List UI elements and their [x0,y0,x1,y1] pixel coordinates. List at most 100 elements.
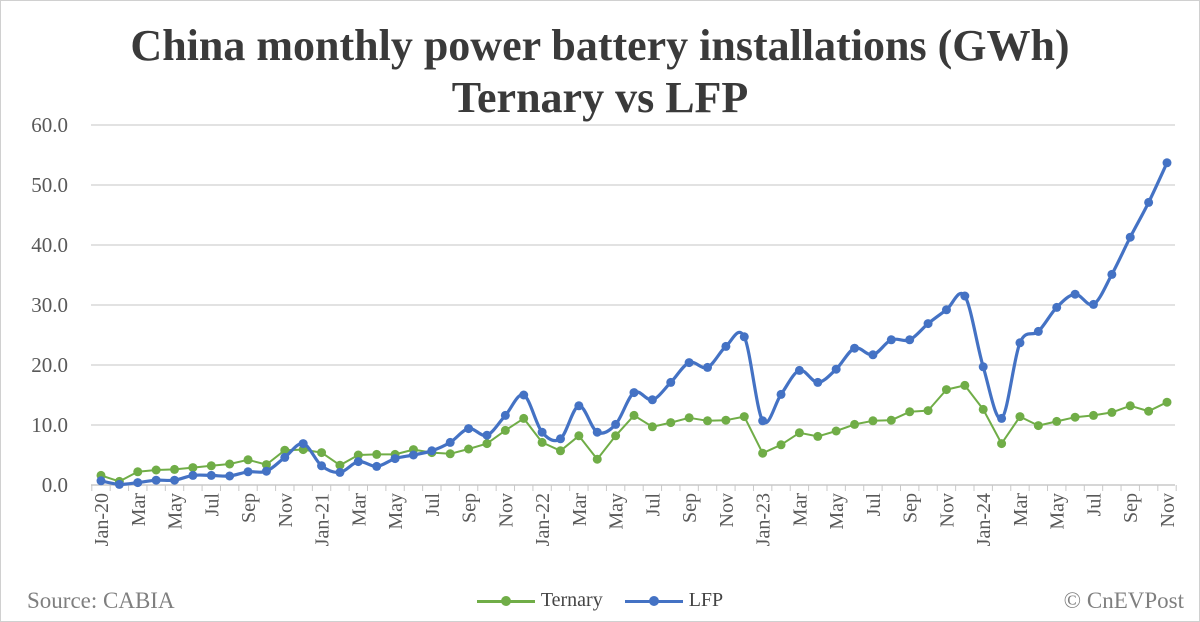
x-tick-label: May [826,493,848,530]
x-tick-label: Nov [495,493,517,527]
data-point-lfp [151,475,161,485]
data-point-ternary [280,445,290,455]
data-point-ternary [1015,412,1025,422]
data-point-lfp [519,390,529,400]
data-point-ternary [703,416,713,426]
data-point-ternary [813,431,823,441]
x-tick-label: Sep [900,493,922,523]
x-tick-label: May [165,493,187,530]
data-point-lfp [978,362,988,372]
data-point-ternary [776,440,786,450]
data-point-lfp [1088,299,1098,309]
data-point-lfp [1144,197,1154,207]
data-point-lfp [684,358,694,368]
data-point-lfp [335,467,345,477]
data-point-ternary [445,449,455,459]
x-tick-label: Nov [716,493,738,527]
data-point-lfp [997,413,1007,423]
data-point-ternary [151,465,161,475]
data-point-lfp [758,416,768,426]
y-tick-label: 10.0 [31,413,68,437]
data-point-lfp [831,364,841,374]
data-point-lfp [941,305,951,315]
data-point-lfp [868,350,878,360]
chart-title: China monthly power battery installation… [130,21,1070,70]
x-tick-label: Nov [275,493,297,527]
y-tick-label: 0.0 [42,473,68,497]
data-point-lfp [923,319,933,329]
data-point-ternary [960,380,970,390]
y-tick-label: 30.0 [31,293,68,317]
data-point-lfp [188,470,198,480]
data-point-lfp [133,478,143,488]
x-tick-label: Jul [201,493,223,517]
data-point-ternary [1070,412,1080,422]
data-point-lfp [280,452,290,462]
data-point-lfp [317,461,327,471]
data-point-lfp [813,377,823,387]
x-tick-label: Jan-23 [753,493,775,546]
x-tick-label: Mar [128,493,150,527]
data-point-ternary [647,422,657,432]
data-point-ternary [482,439,492,449]
data-point-lfp [1107,269,1117,279]
data-point-lfp [905,335,915,345]
x-tick-label: Sep [238,493,260,523]
data-point-ternary [758,448,768,458]
data-point-ternary [335,460,345,470]
data-point-lfp [96,476,106,486]
x-tick-label: May [1047,493,1069,530]
data-point-lfp [666,377,676,387]
data-point-lfp [739,332,749,342]
x-tick-label: Sep [459,493,481,523]
data-point-ternary [794,428,804,438]
data-point-lfp [353,457,363,467]
data-point-lfp [170,475,180,485]
data-point-lfp [592,427,602,437]
legend-label-lfp: LFP [688,589,724,611]
legend-item-lfp: LFP [624,589,724,612]
data-point-ternary [905,407,915,417]
data-point-ternary [684,413,694,423]
data-point-ternary [1144,406,1154,416]
data-point-ternary [1033,421,1043,431]
x-tick-label: Jul [1083,493,1105,517]
data-point-lfp [629,388,639,398]
data-point-lfp [1162,158,1172,168]
legend-marker-ternary [476,591,535,611]
data-point-lfp [1070,289,1080,299]
x-tick-label: Mar [569,493,591,527]
data-point-ternary [317,448,327,458]
data-point-lfp [225,471,235,481]
data-point-ternary [519,413,529,423]
data-point-lfp [482,430,492,440]
data-point-lfp [261,466,271,476]
data-point-lfp [574,401,584,411]
data-point-lfp [555,434,565,444]
data-point-ternary [170,464,180,474]
data-point-lfp [445,437,455,447]
data-point-lfp [647,395,657,405]
data-point-lfp [298,439,308,449]
data-point-ternary [592,454,602,464]
data-point-ternary [537,437,547,447]
x-tick-label: Jul [642,493,664,517]
data-point-ternary [464,444,474,454]
data-point-ternary [978,404,988,414]
data-point-lfp [500,410,510,420]
data-point-lfp [1125,232,1135,242]
data-point-ternary [1052,416,1062,426]
data-point-ternary [629,410,639,420]
x-tick-label: Jul [863,493,885,517]
data-point-lfp [1015,338,1025,348]
data-point-lfp [611,419,621,429]
data-point-ternary [555,446,565,456]
data-point-ternary [941,385,951,395]
data-point-ternary [261,460,271,470]
data-point-lfp [886,335,896,345]
legend: Ternary LFP [0,589,1200,612]
y-tick-label: 20.0 [31,353,68,377]
data-point-lfp [464,424,474,434]
data-point-lfp [372,461,382,471]
